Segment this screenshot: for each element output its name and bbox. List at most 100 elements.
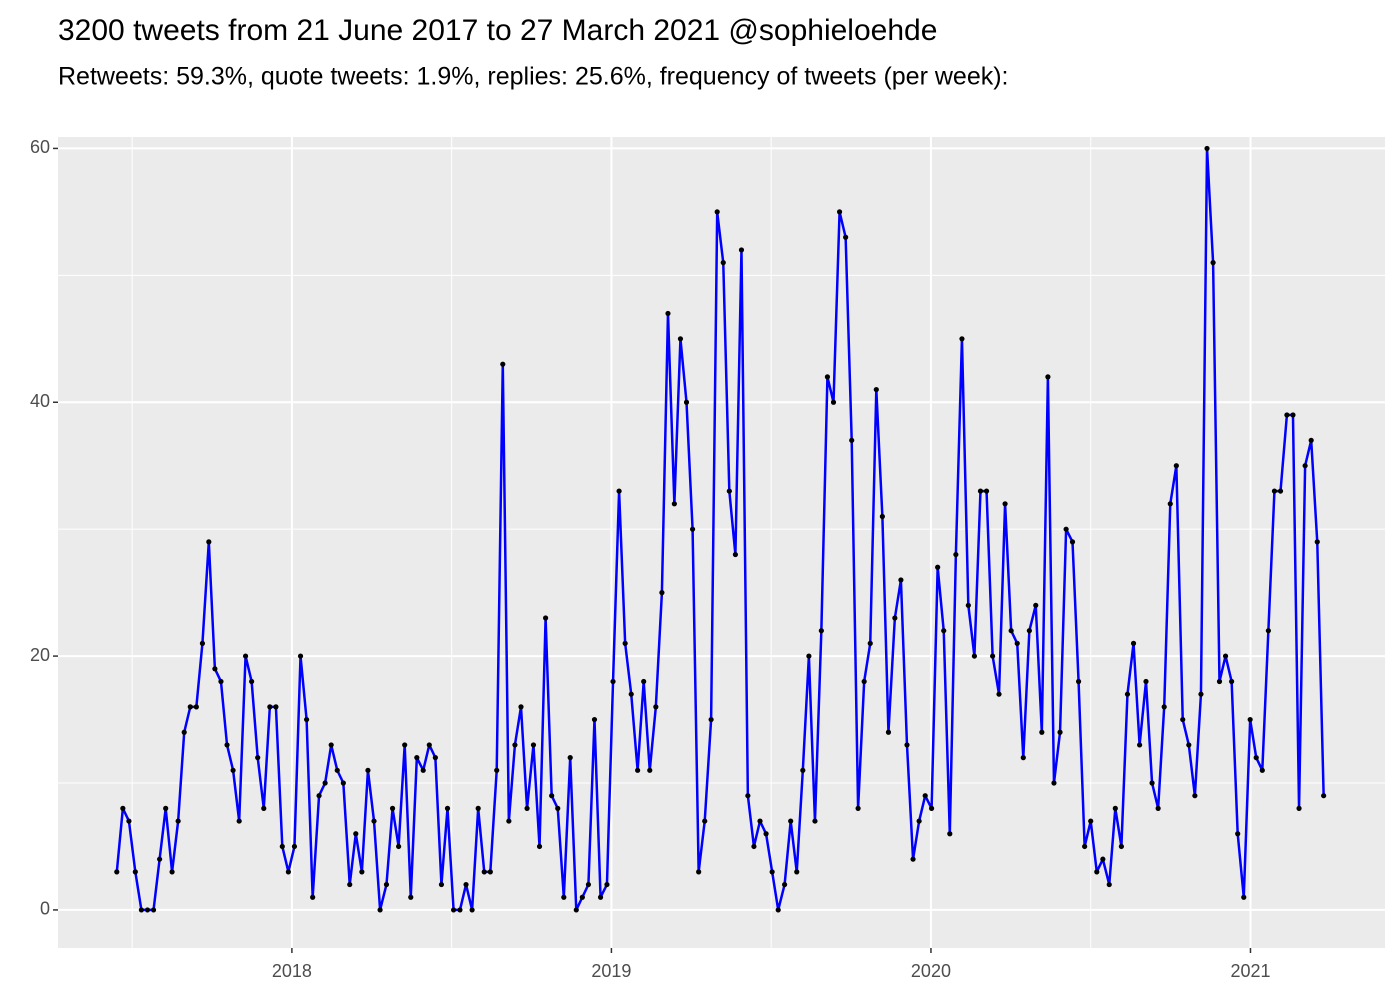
data-point — [230, 767, 236, 773]
data-point — [794, 869, 800, 875]
data-point — [255, 755, 261, 761]
data-point — [212, 666, 218, 672]
data-point — [892, 615, 898, 621]
data-point — [1112, 805, 1118, 811]
data-point — [377, 907, 383, 913]
data-point — [585, 881, 592, 888]
data-point — [524, 805, 530, 811]
data-point — [353, 831, 359, 837]
data-point — [1302, 463, 1308, 469]
chart-subtitle: Retweets: 59.3%, quote tweets: 1.9%, rep… — [58, 63, 1009, 91]
data-point — [494, 767, 500, 773]
data-point — [249, 678, 255, 685]
data-point — [1069, 539, 1076, 545]
data-point — [481, 869, 487, 875]
data-point — [432, 755, 438, 761]
data-point — [885, 729, 892, 735]
data-point — [812, 818, 818, 824]
data-point — [322, 780, 328, 786]
data-point — [579, 894, 585, 900]
data-point — [1075, 678, 1082, 685]
data-point — [438, 881, 445, 888]
data-point — [573, 907, 579, 913]
data-point — [1284, 412, 1290, 418]
data-point — [1130, 640, 1137, 646]
data-point — [487, 869, 493, 875]
data-point — [800, 767, 806, 773]
data-point — [1137, 742, 1143, 748]
data-point — [775, 907, 781, 913]
data-point — [1026, 628, 1032, 634]
data-point — [150, 907, 157, 913]
data-point — [1314, 539, 1320, 545]
data-point — [1106, 881, 1112, 888]
data-point — [567, 755, 573, 761]
data-point — [751, 843, 757, 850]
data-point — [138, 907, 144, 913]
data-point — [1290, 412, 1296, 418]
data-point — [389, 805, 396, 811]
chart-title: 3200 tweets from 21 June 2017 to 27 Marc… — [58, 14, 937, 47]
data-point — [475, 805, 481, 811]
data-point — [1253, 755, 1259, 761]
data-point — [1033, 602, 1039, 608]
data-point — [898, 577, 904, 583]
data-point — [671, 501, 677, 507]
data-point — [788, 818, 794, 824]
data-point — [206, 539, 212, 545]
data-point — [261, 805, 267, 811]
y-tick-label: 60 — [30, 137, 50, 157]
data-point — [879, 513, 885, 520]
data-point — [1118, 843, 1124, 850]
y-tick-label: 0 — [40, 899, 50, 919]
data-point — [928, 805, 935, 811]
data-point — [702, 818, 708, 824]
data-point — [696, 869, 702, 875]
data-point — [469, 907, 475, 913]
data-point — [1002, 501, 1008, 507]
data-point — [347, 881, 353, 888]
data-point — [463, 881, 469, 888]
data-point — [402, 742, 408, 748]
data-point — [818, 628, 824, 634]
data-point — [1180, 716, 1186, 723]
data-point — [1020, 755, 1026, 761]
data-point — [114, 869, 120, 875]
data-point — [977, 488, 984, 494]
data-point — [518, 704, 524, 710]
data-point — [1167, 501, 1173, 507]
data-point — [396, 843, 402, 850]
data-point — [1308, 437, 1314, 443]
data-point — [732, 551, 738, 558]
data-point — [1277, 488, 1284, 494]
data-point — [408, 894, 414, 900]
data-point — [1229, 678, 1235, 685]
data-point — [1265, 628, 1271, 634]
data-point — [782, 881, 788, 888]
data-point — [916, 818, 922, 824]
data-point — [132, 869, 138, 875]
data-point — [610, 678, 616, 685]
data-point — [1198, 691, 1204, 697]
data-point — [1259, 767, 1265, 773]
data-point — [359, 869, 365, 875]
data-point — [555, 805, 561, 811]
data-point — [181, 729, 187, 735]
data-point — [616, 488, 622, 494]
data-point — [371, 818, 377, 824]
data-point — [328, 742, 334, 748]
data-point — [959, 336, 965, 342]
data-point — [506, 818, 512, 824]
series-line — [115, 147, 1325, 912]
data-point — [500, 361, 506, 367]
data-point — [1186, 742, 1192, 748]
data-point — [1235, 831, 1241, 837]
data-point — [757, 818, 763, 824]
data-point — [1149, 780, 1155, 786]
data-point — [444, 805, 451, 811]
data-point — [983, 488, 990, 494]
data-point — [873, 386, 879, 393]
data-point — [1143, 678, 1149, 685]
y-tick-label: 20 — [30, 645, 50, 665]
data-point — [1296, 805, 1302, 811]
